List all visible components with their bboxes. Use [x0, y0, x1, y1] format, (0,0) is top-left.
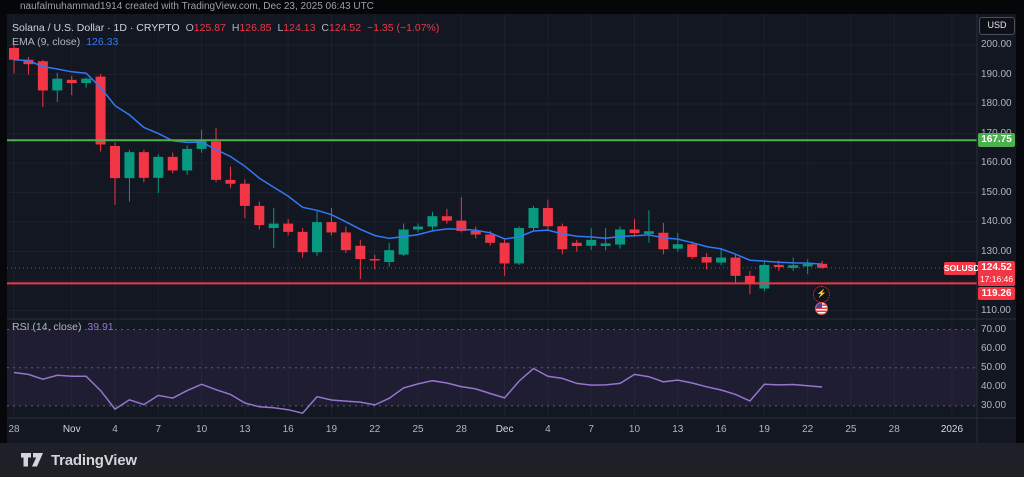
- rsi-tick-label: 70.00: [981, 323, 1007, 335]
- price-tick-label: 190.00: [981, 68, 1012, 80]
- change-value: −1.35 (−1.07%): [366, 22, 440, 34]
- time-tick-label: 19: [325, 424, 338, 435]
- high-label: H: [231, 22, 240, 34]
- time-tick-label: 7: [588, 424, 594, 435]
- open-value: 125.87: [193, 22, 226, 34]
- symbol-price-tag[interactable]: SOLUSD: [944, 262, 980, 275]
- event-marker-flag-icon[interactable]: [815, 302, 828, 315]
- event-marker-flash-icon[interactable]: ⚡: [813, 286, 830, 303]
- price-tick-label: 160.00: [981, 157, 1012, 169]
- price-tick-label: 180.00: [981, 98, 1012, 110]
- rsi-tick-label: 40.00: [981, 380, 1007, 392]
- bar-countdown: 17:16:46: [979, 274, 1014, 284]
- currency-toggle-button[interactable]: USD: [979, 17, 1015, 35]
- low-value: 124.13: [283, 22, 316, 34]
- rsi-tick-label: 60.00: [981, 342, 1007, 354]
- time-tick-label: 16: [282, 424, 294, 435]
- time-tick-label: 28: [888, 424, 900, 435]
- tradingview-brand-text[interactable]: TradingView: [51, 451, 137, 469]
- ema-label[interactable]: EMA (9, close): [12, 36, 81, 48]
- rsi-legend[interactable]: RSI (14, close) 39.91: [12, 321, 117, 333]
- time-tick-label: 13: [239, 424, 251, 435]
- time-tick-label: 25: [412, 424, 424, 435]
- price-tick-label: 130.00: [981, 245, 1012, 257]
- time-tick-label: 2026: [940, 424, 964, 435]
- time-tick-label: 19: [758, 424, 770, 435]
- time-tick-label: 10: [196, 424, 208, 435]
- price-tick-label: 140.00: [981, 216, 1012, 228]
- rsi-tick-label: 50.00: [981, 361, 1007, 373]
- price-tick-label: 110.00: [981, 304, 1011, 316]
- time-tick-label: Dec: [495, 424, 514, 435]
- time-tick-label: 25: [845, 424, 857, 435]
- high-value: 126.85: [239, 22, 272, 34]
- time-tick-label: Nov: [62, 424, 81, 435]
- price-tick-label: 150.00: [981, 186, 1012, 198]
- chart-panel[interactable]: [7, 14, 1016, 443]
- footer-bar: TradingView: [0, 443, 1024, 477]
- support-level-badge[interactable]: 119.26: [978, 287, 1015, 300]
- open-label: O: [185, 22, 194, 34]
- symbol-title[interactable]: Solana / U.S. Dollar · 1D · CRYPTO: [12, 22, 180, 34]
- time-tick-label: 22: [802, 424, 814, 435]
- price-tick-label: 200.00: [981, 39, 1012, 50]
- time-tick-label: 22: [369, 424, 381, 435]
- rsi-label[interactable]: RSI (14, close): [12, 321, 82, 333]
- time-tick-label: 10: [628, 424, 641, 435]
- time-tick-label: 4: [545, 424, 551, 435]
- symbol-legend[interactable]: Solana / U.S. Dollar · 1D · CRYPTO O125.…: [12, 22, 442, 34]
- ema-value: 126.33: [86, 36, 119, 48]
- close-label: C: [321, 22, 329, 34]
- last-price-value: 124.52: [981, 262, 1012, 273]
- time-tick-label: 28: [8, 424, 20, 435]
- attribution-text: naufalmuhammad1914 created with TradingV…: [20, 1, 374, 12]
- rsi-value: 39.91: [87, 321, 114, 333]
- last-price-badge[interactable]: 124.52 17:16:46: [978, 261, 1015, 286]
- time-tick-label: 13: [672, 424, 684, 435]
- time-tick-label: 7: [155, 424, 162, 435]
- time-tick-label: 28: [455, 424, 467, 435]
- rsi-tick-label: 30.00: [981, 399, 1007, 411]
- ema-legend[interactable]: EMA (9, close) 126.33: [12, 36, 121, 48]
- low-label: L: [277, 22, 284, 34]
- close-value: 124.52: [328, 22, 362, 34]
- time-tick-label: 4: [112, 424, 118, 435]
- tradingview-logo-icon[interactable]: [20, 451, 44, 469]
- resistance-level-badge[interactable]: 167.75: [978, 133, 1015, 147]
- time-tick-label: 16: [715, 424, 727, 435]
- attribution-bar: naufalmuhammad1914 created with TradingV…: [0, 0, 1024, 14]
